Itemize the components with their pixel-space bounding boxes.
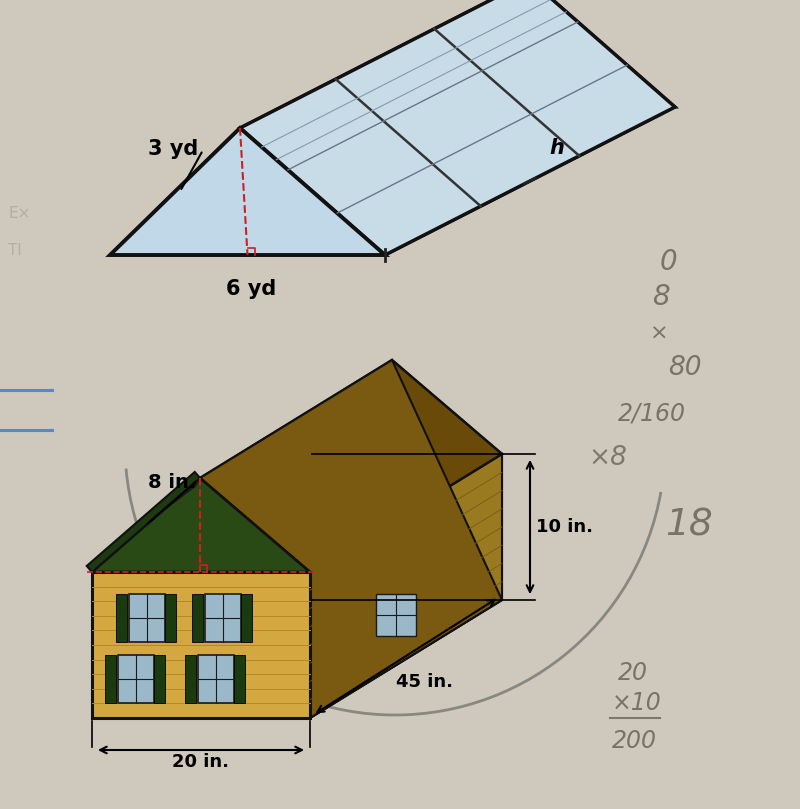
Bar xyxy=(198,655,234,703)
Polygon shape xyxy=(284,360,502,600)
Polygon shape xyxy=(240,0,675,255)
Bar xyxy=(376,595,416,637)
Bar xyxy=(154,655,165,703)
Polygon shape xyxy=(110,0,530,255)
Text: 20 in.: 20 in. xyxy=(173,753,230,771)
Polygon shape xyxy=(86,472,200,572)
Polygon shape xyxy=(110,128,385,255)
Bar xyxy=(165,594,175,642)
Polygon shape xyxy=(92,600,502,718)
Polygon shape xyxy=(92,572,310,718)
Polygon shape xyxy=(200,360,502,718)
Text: 200: 200 xyxy=(612,729,657,753)
Polygon shape xyxy=(200,360,502,572)
Text: ×: × xyxy=(650,324,669,344)
Bar xyxy=(105,655,115,703)
Text: ×10: ×10 xyxy=(612,691,662,715)
Text: 10 in.: 10 in. xyxy=(536,518,593,536)
Text: Tl: Tl xyxy=(8,243,22,258)
Text: 8 in.: 8 in. xyxy=(148,473,196,492)
Polygon shape xyxy=(92,478,310,572)
Bar xyxy=(115,594,126,642)
Text: h: h xyxy=(550,138,564,158)
Text: 8: 8 xyxy=(652,283,670,311)
Text: 2/160: 2/160 xyxy=(618,401,686,425)
Bar xyxy=(192,594,203,642)
Bar xyxy=(234,655,246,703)
Polygon shape xyxy=(400,0,675,107)
Text: 0: 0 xyxy=(660,248,678,276)
Polygon shape xyxy=(89,478,200,572)
Text: E×: E× xyxy=(8,206,30,221)
Text: 80: 80 xyxy=(668,355,702,381)
Text: ×8: ×8 xyxy=(588,445,627,471)
Text: 20: 20 xyxy=(618,661,648,685)
Bar xyxy=(241,594,252,642)
Bar xyxy=(118,655,154,703)
Bar xyxy=(205,594,241,642)
Text: 3 yd: 3 yd xyxy=(148,139,198,159)
Text: 18: 18 xyxy=(665,507,713,543)
Polygon shape xyxy=(92,478,310,572)
Text: 6 yd: 6 yd xyxy=(226,279,276,299)
Polygon shape xyxy=(110,107,675,255)
Text: 45 in.: 45 in. xyxy=(395,673,453,691)
Bar xyxy=(129,594,165,642)
Polygon shape xyxy=(310,454,502,718)
Bar xyxy=(186,655,196,703)
